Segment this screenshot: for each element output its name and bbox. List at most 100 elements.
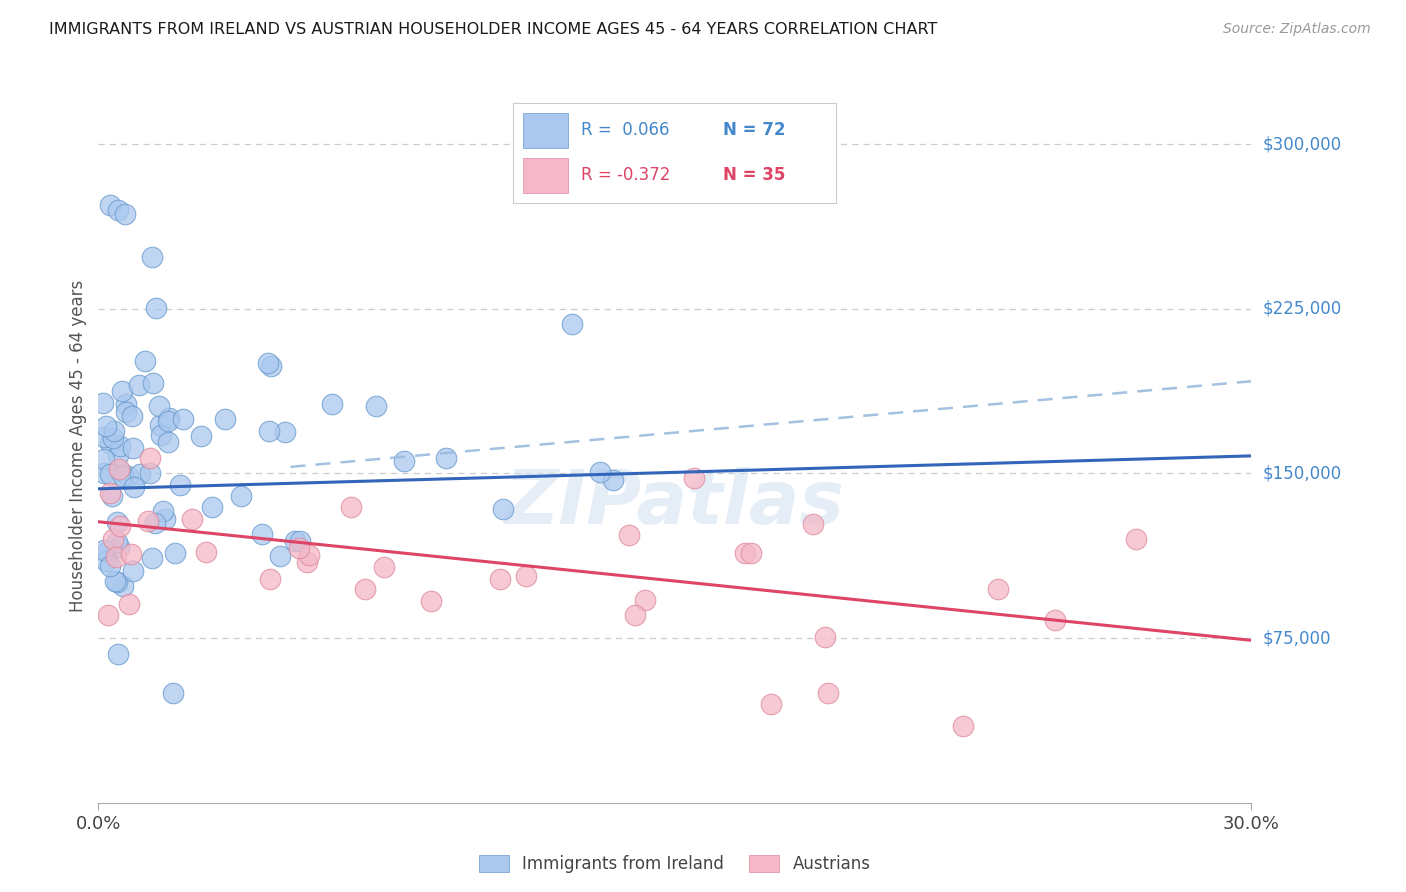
Point bbox=[114, 207, 136, 221]
Point bbox=[259, 572, 281, 586]
Point bbox=[434, 451, 457, 466]
Point bbox=[141, 250, 163, 264]
Point bbox=[139, 467, 162, 481]
Point bbox=[214, 411, 236, 425]
Point bbox=[98, 559, 121, 574]
Y-axis label: Householder Income Ages 45 - 64 years: Householder Income Ages 45 - 64 years bbox=[69, 280, 87, 612]
Point bbox=[172, 411, 194, 425]
Point bbox=[181, 512, 204, 526]
Point bbox=[149, 418, 172, 433]
Point bbox=[321, 396, 343, 410]
Point bbox=[93, 467, 115, 481]
Point bbox=[93, 452, 115, 467]
Point bbox=[269, 549, 291, 563]
Point bbox=[190, 429, 212, 443]
Point bbox=[141, 550, 163, 565]
Point bbox=[98, 486, 121, 500]
Point bbox=[290, 533, 312, 548]
Point bbox=[759, 697, 782, 711]
Point bbox=[561, 317, 583, 331]
Point bbox=[250, 527, 273, 541]
Point bbox=[515, 569, 537, 583]
Point bbox=[492, 501, 515, 516]
Point bbox=[624, 607, 647, 622]
Point bbox=[134, 353, 156, 368]
Point bbox=[284, 533, 307, 548]
Point bbox=[112, 578, 135, 592]
Point bbox=[952, 719, 974, 733]
Text: ZIPatlas: ZIPatlas bbox=[505, 467, 845, 540]
Point bbox=[295, 555, 318, 569]
Legend: Immigrants from Ireland, Austrians: Immigrants from Ireland, Austrians bbox=[472, 848, 877, 880]
Point bbox=[1045, 614, 1067, 628]
Point bbox=[91, 396, 114, 410]
Text: $225,000: $225,000 bbox=[1263, 300, 1341, 318]
Point bbox=[195, 545, 218, 559]
Point bbox=[107, 202, 129, 217]
Point bbox=[103, 532, 125, 546]
Point bbox=[121, 409, 143, 423]
Point bbox=[145, 301, 167, 316]
Point bbox=[94, 418, 117, 433]
Point bbox=[162, 686, 184, 700]
Point bbox=[257, 424, 280, 438]
Point bbox=[129, 467, 152, 481]
Point bbox=[392, 453, 415, 467]
Point bbox=[110, 384, 132, 398]
Point bbox=[108, 462, 131, 476]
Point bbox=[93, 543, 115, 558]
Point bbox=[148, 399, 170, 413]
Point bbox=[108, 464, 131, 478]
Point bbox=[155, 512, 177, 526]
Point bbox=[114, 397, 136, 411]
Point bbox=[340, 500, 363, 514]
Point bbox=[200, 500, 222, 515]
Point bbox=[602, 473, 624, 487]
Point bbox=[108, 541, 131, 555]
Point bbox=[353, 582, 375, 596]
Point bbox=[683, 471, 706, 485]
Point bbox=[814, 630, 837, 644]
Point bbox=[260, 359, 283, 374]
Point bbox=[274, 425, 297, 439]
Point bbox=[488, 572, 510, 586]
Point bbox=[617, 528, 640, 542]
Point bbox=[105, 550, 128, 565]
Point bbox=[103, 424, 125, 438]
Point bbox=[163, 546, 186, 560]
Point bbox=[122, 441, 145, 455]
Point bbox=[122, 480, 145, 494]
Point bbox=[118, 597, 141, 611]
Point bbox=[108, 439, 131, 453]
Text: $150,000: $150,000 bbox=[1263, 465, 1341, 483]
Point bbox=[93, 430, 115, 444]
Point bbox=[120, 547, 142, 561]
Point bbox=[98, 467, 121, 481]
Point bbox=[588, 465, 610, 479]
Point bbox=[157, 411, 180, 425]
Point bbox=[256, 356, 278, 370]
Point bbox=[297, 548, 319, 562]
Text: Source: ZipAtlas.com: Source: ZipAtlas.com bbox=[1223, 22, 1371, 37]
Point bbox=[801, 516, 824, 531]
Point bbox=[98, 436, 121, 450]
Point bbox=[105, 535, 128, 549]
Point bbox=[740, 546, 762, 560]
Point bbox=[152, 503, 174, 517]
Point bbox=[419, 593, 441, 607]
Point bbox=[156, 414, 179, 428]
Point bbox=[150, 428, 173, 442]
Point bbox=[136, 514, 159, 528]
Point bbox=[96, 554, 118, 568]
Point bbox=[107, 648, 129, 662]
Point bbox=[108, 519, 131, 533]
Point bbox=[366, 399, 388, 413]
Point bbox=[97, 607, 120, 622]
Text: IMMIGRANTS FROM IRELAND VS AUSTRIAN HOUSEHOLDER INCOME AGES 45 - 64 YEARS CORREL: IMMIGRANTS FROM IRELAND VS AUSTRIAN HOUS… bbox=[49, 22, 938, 37]
Point bbox=[121, 564, 143, 578]
Point bbox=[128, 378, 150, 392]
Point bbox=[138, 450, 160, 465]
Point bbox=[817, 686, 839, 700]
Text: $75,000: $75,000 bbox=[1263, 629, 1331, 647]
Point bbox=[104, 574, 127, 588]
